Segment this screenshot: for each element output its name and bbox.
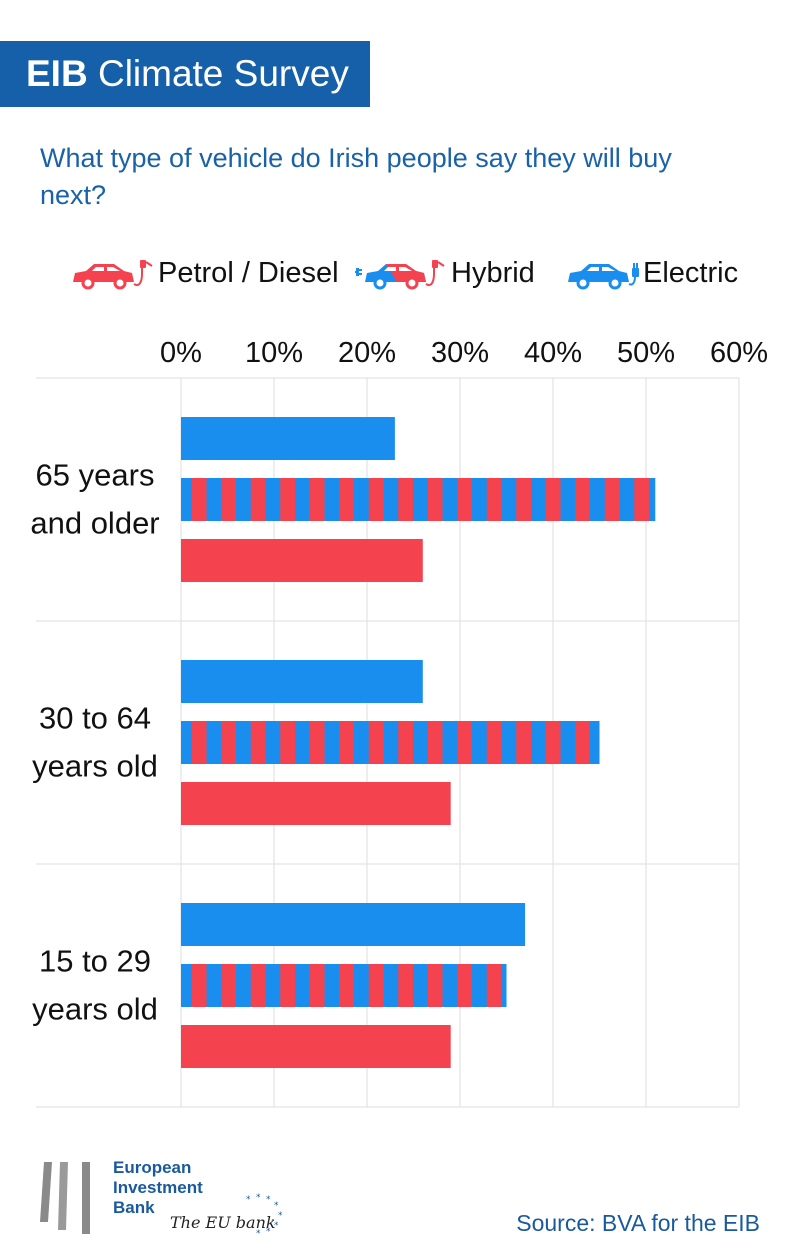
hybrid-car-icon (355, 260, 445, 290)
svg-text:*: * (266, 1227, 271, 1237)
bar-electric (181, 660, 423, 703)
category-label: 30 to 64 (39, 701, 151, 736)
eib-tagline: The EU bank (170, 1213, 276, 1232)
x-axis-ticks: 0% 10% 20% 30% 40% 50% 60% (160, 337, 768, 369)
brand-text: EIB (26, 53, 88, 94)
eib-name-line: Bank (113, 1198, 155, 1217)
bar-petrol-diesel (181, 1025, 451, 1068)
eib-name-line: European (113, 1158, 192, 1177)
category-label: years old (32, 992, 158, 1027)
x-tick-label: 20% (338, 337, 396, 369)
x-tick-label: 30% (431, 337, 489, 369)
bar-hybrid (181, 964, 507, 1007)
svg-text:*: * (274, 1221, 279, 1231)
bar-electric (181, 903, 526, 946)
x-tick-label: 60% (710, 337, 768, 369)
svg-text:*: * (256, 1193, 261, 1203)
legend-label: Petrol / Diesel (158, 257, 339, 289)
category-label: 65 years (36, 458, 155, 493)
bar-electric (181, 417, 395, 460)
chart-question: What type of vehicle do Irish people say… (40, 143, 672, 210)
petrol-car-icon (73, 260, 153, 290)
bars (181, 417, 656, 1068)
legend-label: Hybrid (451, 257, 535, 289)
source-note: Source: BVA for the EIB (516, 1210, 760, 1236)
title-banner: EIB Climate Survey (0, 41, 370, 107)
x-tick-label: 50% (617, 337, 675, 369)
category-label: years old (32, 749, 158, 784)
survey-title: EIB Climate Survey (26, 53, 349, 95)
bar-hybrid (181, 478, 656, 521)
svg-text:*: * (266, 1195, 271, 1205)
eu-stars-icon: * ** *** ** (246, 1193, 283, 1239)
category-label: and older (30, 506, 159, 541)
bar-petrol-diesel (181, 782, 451, 825)
eib-logo-mark-icon (40, 1162, 90, 1234)
category-labels: 65 years and older 30 to 64 years old 15 to … (30, 458, 159, 1027)
x-tick-label: 0% (160, 337, 202, 369)
electric-car-icon (568, 263, 639, 290)
eib-name: European Investment Bank (113, 1158, 223, 1218)
legend-label: Electric (643, 257, 739, 289)
bar-hybrid (181, 721, 600, 764)
svg-text:*: * (256, 1229, 261, 1239)
svg-text:*: * (274, 1201, 279, 1211)
x-tick-label: 10% (245, 337, 303, 369)
category-label: 15 to 29 (39, 944, 151, 979)
eib-name-line: Investment (113, 1178, 203, 1197)
eib-logo: European Investment Bank * * * * * * * * The … (38, 1158, 298, 1248)
svg-text:*: * (246, 1195, 251, 1205)
svg-text:*: * (278, 1211, 283, 1221)
x-tick-label: 40% (524, 337, 582, 369)
bar-petrol-diesel (181, 539, 423, 582)
title-text: Climate Survey (97, 53, 349, 94)
